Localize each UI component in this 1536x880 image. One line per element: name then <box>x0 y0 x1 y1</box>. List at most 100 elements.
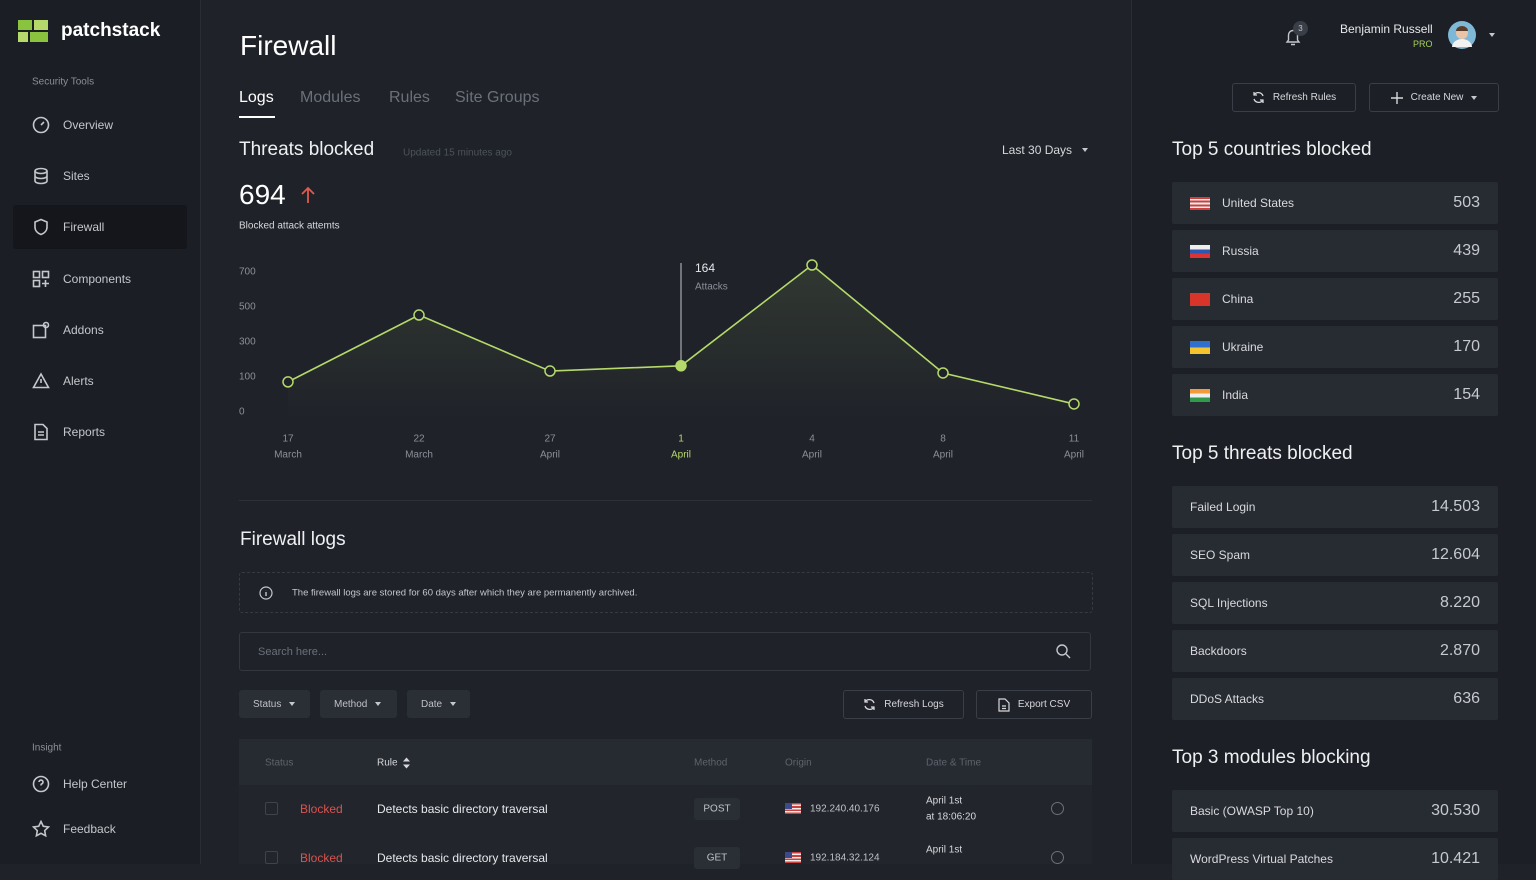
flag <box>1190 389 1210 402</box>
tab[interactable]: Site Groups <box>455 89 540 106</box>
x-tick-month: March <box>405 450 433 461</box>
point <box>544 365 556 377</box>
threats-chart: 700 500 300 100 0 164 Attacks 17 March 22 March 27 A… <box>239 259 1084 461</box>
x-tick-day: 4 <box>809 434 815 445</box>
caret <box>289 702 296 706</box>
row-checkbox[interactable] <box>265 851 278 864</box>
help-icon[interactable] <box>1051 851 1064 864</box>
tooltip-label: Attacks <box>695 282 728 293</box>
method-pill <box>694 798 740 820</box>
search-box[interactable] <box>239 632 1091 671</box>
ip-address: 192.184.32.124 <box>810 852 880 864</box>
button-label: Create New <box>1410 92 1464 103</box>
divider <box>239 500 1092 501</box>
nav-icon <box>32 372 50 389</box>
item-value: 439 <box>1453 242 1480 259</box>
flag <box>1190 245 1210 258</box>
tooltip-value: 164 <box>695 261 715 275</box>
refresh-logs-button[interactable]: Refresh Logs <box>843 690 964 719</box>
nav-icon <box>32 116 50 134</box>
list-row: Ukraine 170 <box>1172 326 1498 368</box>
info-icon <box>259 586 273 600</box>
help-icon[interactable] <box>1051 802 1064 815</box>
point <box>1068 398 1080 410</box>
nav-item[interactable]: Sites <box>63 169 90 184</box>
tab[interactable]: Modules <box>300 89 361 106</box>
flag <box>1190 293 1210 306</box>
log-time: at 18:06:20 <box>926 811 977 823</box>
nav-item[interactable]: Addons <box>63 322 104 337</box>
section-label: Security Tools <box>32 76 95 88</box>
item-name: Ukraine <box>1222 340 1264 354</box>
sort-icon <box>402 757 410 769</box>
rule-name: Detects basic directory traversal <box>377 851 548 865</box>
column-header: Date & Time <box>926 757 982 769</box>
filter-method[interactable]: Method <box>320 690 397 718</box>
status-label: Blocked <box>300 851 343 865</box>
flag-us <box>785 852 801 863</box>
log-date: April 1st <box>926 844 963 856</box>
nav-item[interactable]: Alerts <box>63 374 94 388</box>
tab[interactable]: Rules <box>389 89 430 106</box>
row-checkbox[interactable] <box>265 802 278 815</box>
sidebar: patchstack Security Tools Overview Sites F… <box>0 0 201 864</box>
notification-badge: 3 <box>1293 21 1308 36</box>
avatar[interactable] <box>1447 20 1477 50</box>
nav-item[interactable]: Overview <box>63 118 114 132</box>
caret <box>1489 33 1495 37</box>
section-title: Firewall logs <box>240 529 346 550</box>
caret <box>1082 148 1089 152</box>
x-tick-month: April <box>802 450 822 461</box>
search-placeholder: Search here... <box>258 646 328 658</box>
section-title: Threats blocked <box>239 139 375 160</box>
export-csv-button[interactable]: Export CSV <box>976 690 1092 719</box>
x-tick-day: 11 <box>1069 434 1080 445</box>
ip-address: 192.240.40.176 <box>810 803 880 815</box>
x-tick-month: April <box>1064 450 1084 461</box>
brand-name: patchstack <box>61 20 161 41</box>
y-tick-label: 500 <box>239 302 256 313</box>
nav-icon <box>32 321 50 339</box>
log-date: April 1st <box>926 795 963 807</box>
filter-status[interactable]: Status <box>239 690 310 718</box>
total-label: Blocked attack attemts <box>239 220 340 232</box>
help-icon <box>32 775 50 793</box>
x-tick-month: March <box>274 450 302 461</box>
rule-name: Detects basic directory traversal <box>377 802 548 816</box>
item-value: 14.503 <box>1431 498 1480 515</box>
filter-date[interactable]: Date <box>407 690 470 718</box>
create-new-button[interactable]: Create New <box>1369 83 1499 112</box>
x-tick-month: April <box>540 450 560 461</box>
caret <box>375 702 382 706</box>
item-value: 636 <box>1453 690 1480 707</box>
total-count: 694 <box>239 179 286 210</box>
refresh-rules-button[interactable]: Refresh Rules <box>1232 83 1356 112</box>
item-value: 154 <box>1453 386 1480 403</box>
item-name: Basic (OWASP Top 10) <box>1190 804 1314 818</box>
nav-item[interactable]: Help Center <box>63 777 128 791</box>
refresh-icon <box>1253 91 1264 104</box>
feedback-icon <box>32 820 50 838</box>
updated-note: Updated 15 minutes ago <box>403 147 512 159</box>
button-label: Refresh Rules <box>1272 92 1337 103</box>
user-plan: PRO <box>1413 39 1433 49</box>
item-name: Russia <box>1222 244 1259 258</box>
file-icon <box>998 697 1010 712</box>
nav-item[interactable]: Feedback <box>63 822 116 836</box>
nav-item[interactable]: Firewall <box>63 220 105 235</box>
point <box>282 376 294 388</box>
tab[interactable]: Logs <box>239 89 274 106</box>
column-header-sortable[interactable]: Rule <box>377 757 410 769</box>
nav-item[interactable]: Components <box>63 271 132 286</box>
list-row: Backdoors 2.870 <box>1172 630 1498 672</box>
list-row: Russia 439 <box>1172 230 1498 272</box>
nav-item[interactable]: Reports <box>63 425 106 440</box>
page-title: Firewall <box>240 30 337 61</box>
item-name: India <box>1222 388 1249 402</box>
search-icon <box>1056 644 1071 659</box>
range-select[interactable]: Last 30 Days <box>1002 143 1089 157</box>
x-tick-month: April <box>671 450 691 461</box>
list-row: SEO Spam 12.604 <box>1172 534 1498 576</box>
x-tick-month: April <box>933 450 953 461</box>
